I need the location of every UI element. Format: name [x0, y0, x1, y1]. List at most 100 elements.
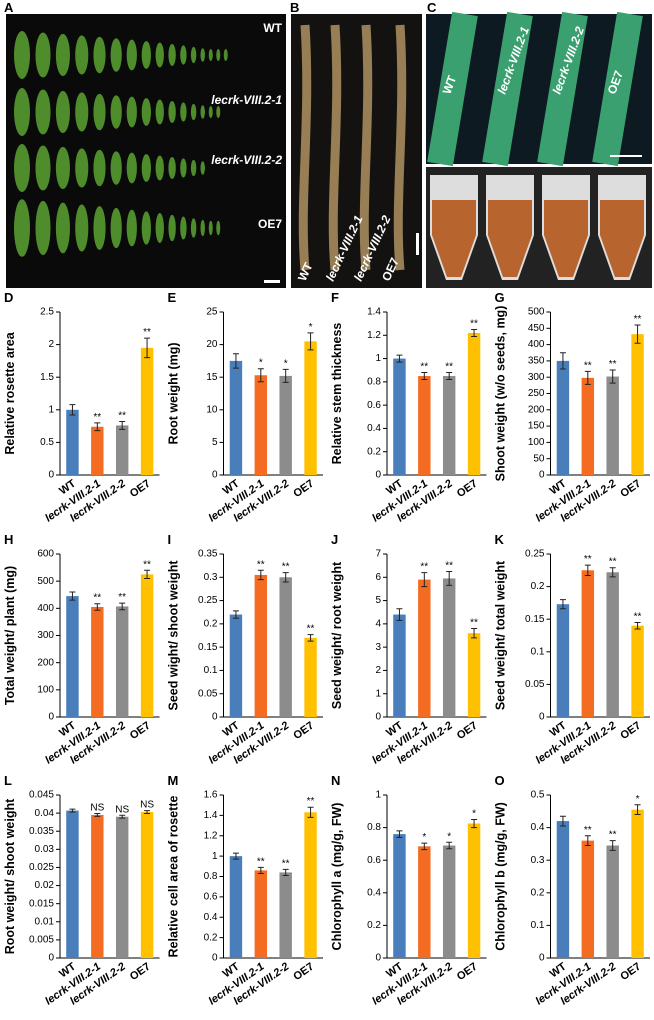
row-label: lecrk-VIII.2-1: [211, 93, 282, 107]
leaf: [190, 46, 197, 64]
y-tick-label: 0: [212, 953, 218, 964]
plant: [328, 24, 342, 271]
leaf: [190, 218, 197, 238]
bar: [631, 625, 644, 717]
leaf: [126, 152, 137, 184]
panel-label: G: [495, 290, 505, 305]
y-tick-label: 350: [528, 356, 545, 367]
leaf: [200, 161, 205, 175]
error-bar: [634, 621, 641, 630]
significance: **: [257, 559, 265, 570]
error-bar: [257, 569, 264, 581]
leaf: [155, 155, 164, 181]
y-tick-label: 2: [375, 665, 381, 676]
x-tick-label: OE7: [291, 961, 316, 983]
plant: [359, 24, 373, 271]
significance: **: [307, 624, 315, 635]
error-bar: [421, 372, 428, 381]
leaf: [93, 36, 106, 74]
y-tick-label: 450: [528, 323, 545, 334]
bar: [467, 823, 481, 958]
y-axis-label: Relative stem thickness: [330, 323, 344, 465]
leaf: [110, 38, 122, 72]
error-bar: [282, 572, 289, 583]
y-tick-label: 0.6: [367, 400, 381, 411]
panel-label: K: [495, 532, 505, 547]
y-tick-label: 1.2: [204, 830, 218, 841]
significance: **: [445, 560, 453, 571]
seeds: [432, 200, 476, 277]
y-tick-label: 0.4: [531, 822, 545, 833]
significance: *: [447, 831, 451, 842]
bar: [631, 334, 644, 475]
leaf: [155, 42, 164, 68]
y-tick-label: 0.015: [29, 898, 54, 909]
bar: [66, 810, 79, 958]
leaf: [93, 206, 106, 250]
y-tick-label: 0.05: [198, 688, 218, 699]
significance: *: [422, 832, 426, 843]
y-tick-label: 0.4: [204, 912, 218, 923]
leaf: [110, 151, 122, 185]
significance: **: [609, 830, 617, 841]
y-axis-label: Seed weight/ root weight: [330, 561, 344, 709]
y-tick-label: 0.2: [367, 920, 381, 931]
y-axis-label: Relative rosette area: [3, 331, 17, 454]
panel-label: B: [290, 0, 299, 15]
y-tick-label: 0.8: [367, 822, 381, 833]
leaf: [14, 88, 30, 136]
leaf: [35, 89, 51, 135]
y-tick-label: 2: [48, 339, 54, 350]
bar: [115, 606, 129, 717]
stem: [537, 11, 588, 167]
error-bar: [609, 840, 616, 851]
panel-label: J: [331, 532, 338, 547]
leaf: [223, 49, 228, 61]
bar: [556, 360, 570, 475]
leaf: [141, 211, 151, 245]
y-axis-label: Shoot weight (w/o seeds, mg): [494, 306, 508, 482]
y-tick-label: 300: [37, 630, 54, 641]
y-tick-label: 0: [539, 470, 545, 481]
y-tick-label: 0.35: [198, 549, 218, 560]
y-tick-label: 0: [539, 712, 545, 723]
x-tick-label: OE7: [618, 961, 643, 983]
bar: [442, 845, 456, 958]
y-tick-label: 0.4: [367, 887, 381, 898]
significance: NS: [115, 804, 129, 815]
y-tick-label: 250: [528, 388, 545, 399]
x-tick-label: OE7: [455, 720, 480, 742]
y-axis-label: Total weight/ plant (mg): [3, 566, 17, 705]
leaf: [110, 95, 122, 129]
y-tick-label: 5: [375, 595, 381, 606]
leaf: [208, 220, 213, 236]
y-axis-label: Chlorophyll a (mg/g, FW): [330, 803, 344, 951]
bar: [467, 633, 481, 717]
y-tick-label: 0.025: [29, 862, 54, 873]
bar: [140, 812, 154, 958]
y-tick-label: 25: [206, 307, 218, 318]
y-tick-label: 0.15: [525, 614, 545, 625]
y-tick-label: 5: [212, 437, 218, 448]
leaf: [200, 48, 205, 62]
y-tick-label: 1.4: [367, 307, 381, 318]
x-tick-label: OE7: [128, 478, 153, 500]
y-tick-label: 300: [528, 372, 545, 383]
y-tick-label: 100: [37, 684, 54, 695]
error-bar: [94, 812, 101, 817]
seeds: [544, 200, 588, 277]
scale-bar: [416, 233, 419, 255]
error-bar: [119, 602, 126, 611]
error-bar: [584, 835, 591, 847]
y-tick-label: 0.2: [531, 887, 545, 898]
leaf: [141, 41, 151, 69]
significance: **: [118, 592, 126, 603]
bar: [229, 360, 243, 475]
bar: [581, 377, 595, 475]
y-axis-label: Seed wight/ shoot weight: [167, 560, 181, 711]
leaf: [168, 214, 176, 242]
significance: **: [93, 412, 101, 423]
seeds: [488, 200, 532, 277]
leaf: [200, 105, 205, 119]
error-bar: [609, 567, 616, 578]
